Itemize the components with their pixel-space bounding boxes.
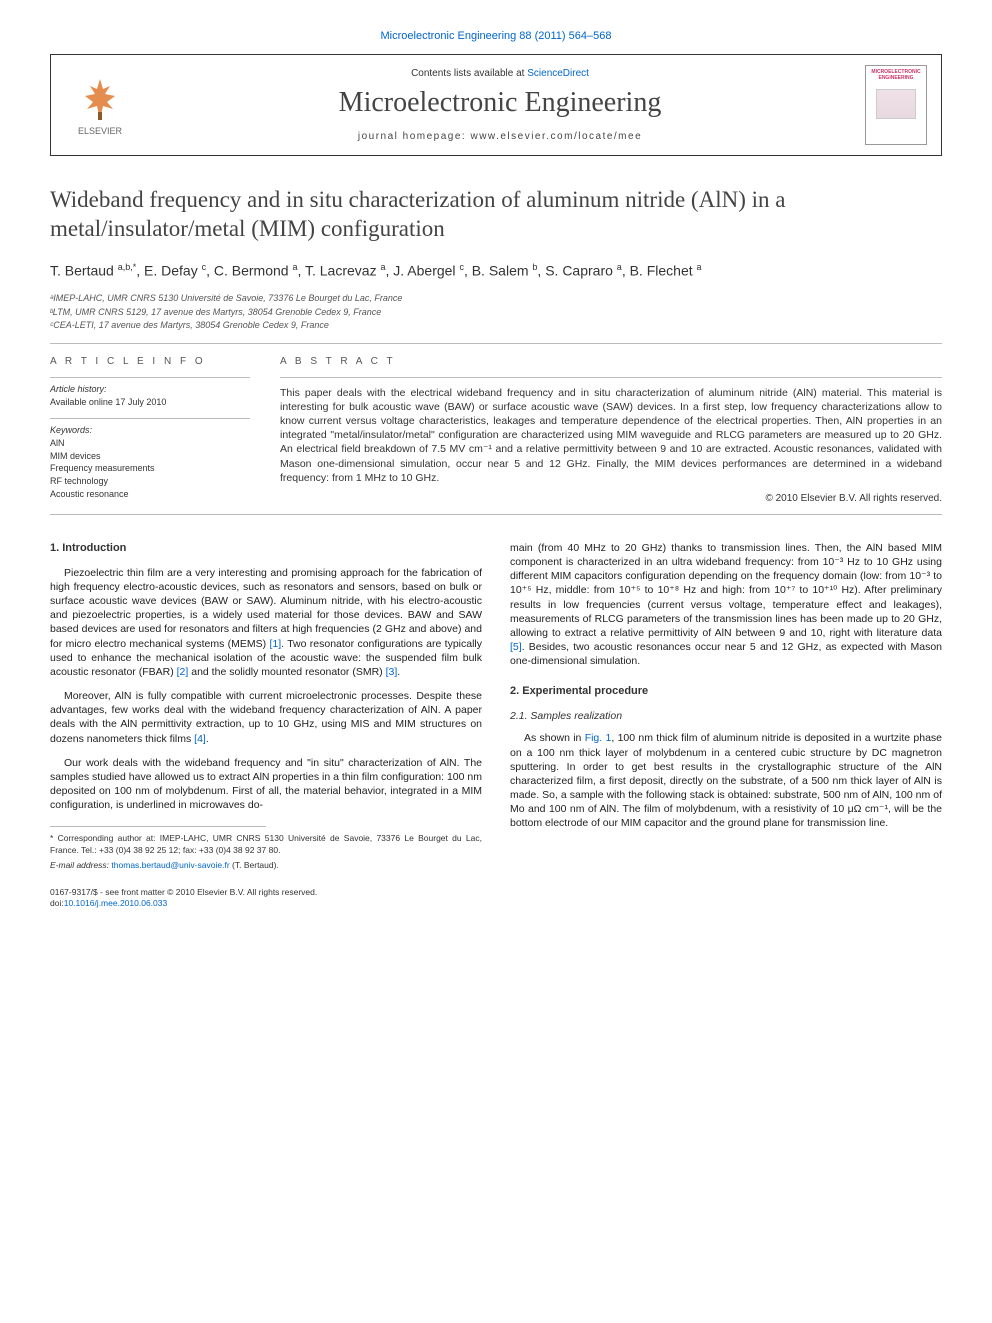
elsevier-tree-icon xyxy=(75,74,125,124)
contents-line: Contents lists available at ScienceDirec… xyxy=(135,68,865,79)
journal-name: Microelectronic Engineering xyxy=(135,87,865,119)
footer-copyright: 0167-9317/$ - see front matter © 2010 El… xyxy=(50,887,482,898)
doi-link[interactable]: 10.1016/j.mee.2010.06.033 xyxy=(64,898,168,908)
body-columns: 1. Introduction Piezoelectric thin film … xyxy=(50,541,942,909)
email-footnote: E-mail address: thomas.bertaud@univ-savo… xyxy=(50,860,482,871)
abstract-text: This paper deals with the electrical wid… xyxy=(280,386,942,485)
footnote-divider xyxy=(50,826,266,827)
doi-label: doi: xyxy=(50,898,64,908)
affiliations: ᵃIMEP-LAHC, UMR CNRS 5130 Université de … xyxy=(50,292,942,333)
publisher-name: ELSEVIER xyxy=(78,126,122,136)
info-divider-2 xyxy=(50,418,250,419)
sciencedirect-link[interactable]: ScienceDirect xyxy=(527,68,589,79)
experimental-para-1: As shown in Fig. 1, 100 nm thick film of… xyxy=(510,731,942,830)
body-column-left: 1. Introduction Piezoelectric thin film … xyxy=(50,541,482,909)
divider-top xyxy=(50,343,942,344)
section-2-1-heading: 2.1. Samples realization xyxy=(510,709,942,723)
publisher-logo[interactable]: ELSEVIER xyxy=(65,70,135,140)
keywords-label: Keywords: xyxy=(50,425,250,435)
section-1-heading: 1. Introduction xyxy=(50,541,482,556)
cover-thumb-title: MICROELECTRONIC ENGINEERING xyxy=(870,70,922,81)
journal-homepage[interactable]: journal homepage: www.elsevier.com/locat… xyxy=(135,131,865,142)
email-label: E-mail address: xyxy=(50,860,111,870)
abstract-copyright: © 2010 Elsevier B.V. All rights reserved… xyxy=(280,493,942,504)
authors-list: T. Bertaud a,b,*, E. Defay c, C. Bermond… xyxy=(50,262,942,279)
abstract-heading: A B S T R A C T xyxy=(280,356,942,367)
intro-para-3: Our work deals with the wideband frequen… xyxy=(50,756,482,813)
article-info-heading: A R T I C L E I N F O xyxy=(50,356,250,367)
article-history-text: Available online 17 July 2010 xyxy=(50,396,250,409)
abstract-divider xyxy=(280,377,942,378)
contents-prefix: Contents lists available at xyxy=(411,68,527,79)
journal-citation[interactable]: Microelectronic Engineering 88 (2011) 56… xyxy=(50,30,942,42)
article-title: Wideband frequency and in situ character… xyxy=(50,186,942,244)
header-center: Contents lists available at ScienceDirec… xyxy=(135,68,865,142)
article-info-column: A R T I C L E I N F O Article history: A… xyxy=(50,356,250,504)
footer-doi: doi:10.1016/j.mee.2010.06.033 xyxy=(50,898,482,909)
intro-para-1: Piezoelectric thin film are a very inter… xyxy=(50,566,482,679)
journal-cover-thumbnail[interactable]: MICROELECTRONIC ENGINEERING xyxy=(865,65,927,145)
divider-bottom xyxy=(50,514,942,515)
email-link[interactable]: thomas.bertaud@univ-savoie.fr xyxy=(111,860,229,870)
intro-para-4: main (from 40 MHz to 20 GHz) thanks to t… xyxy=(510,541,942,669)
info-abstract-row: A R T I C L E I N F O Article history: A… xyxy=(50,356,942,504)
section-2-heading: 2. Experimental procedure xyxy=(510,684,942,699)
email-suffix: (T. Bertaud). xyxy=(230,860,279,870)
abstract-column: A B S T R A C T This paper deals with th… xyxy=(280,356,942,504)
journal-header-box: ELSEVIER Contents lists available at Sci… xyxy=(50,54,942,156)
corresponding-author-footnote: * Corresponding author at: IMEP-LAHC, UM… xyxy=(50,833,482,855)
keywords-list: AlNMIM devicesFrequency measurementsRF t… xyxy=(50,437,250,500)
intro-para-2: Moreover, AlN is fully compatible with c… xyxy=(50,689,482,746)
cover-thumb-image xyxy=(876,89,916,119)
article-history-label: Article history: xyxy=(50,384,250,394)
info-divider-1 xyxy=(50,377,250,378)
body-column-right: main (from 40 MHz to 20 GHz) thanks to t… xyxy=(510,541,942,909)
